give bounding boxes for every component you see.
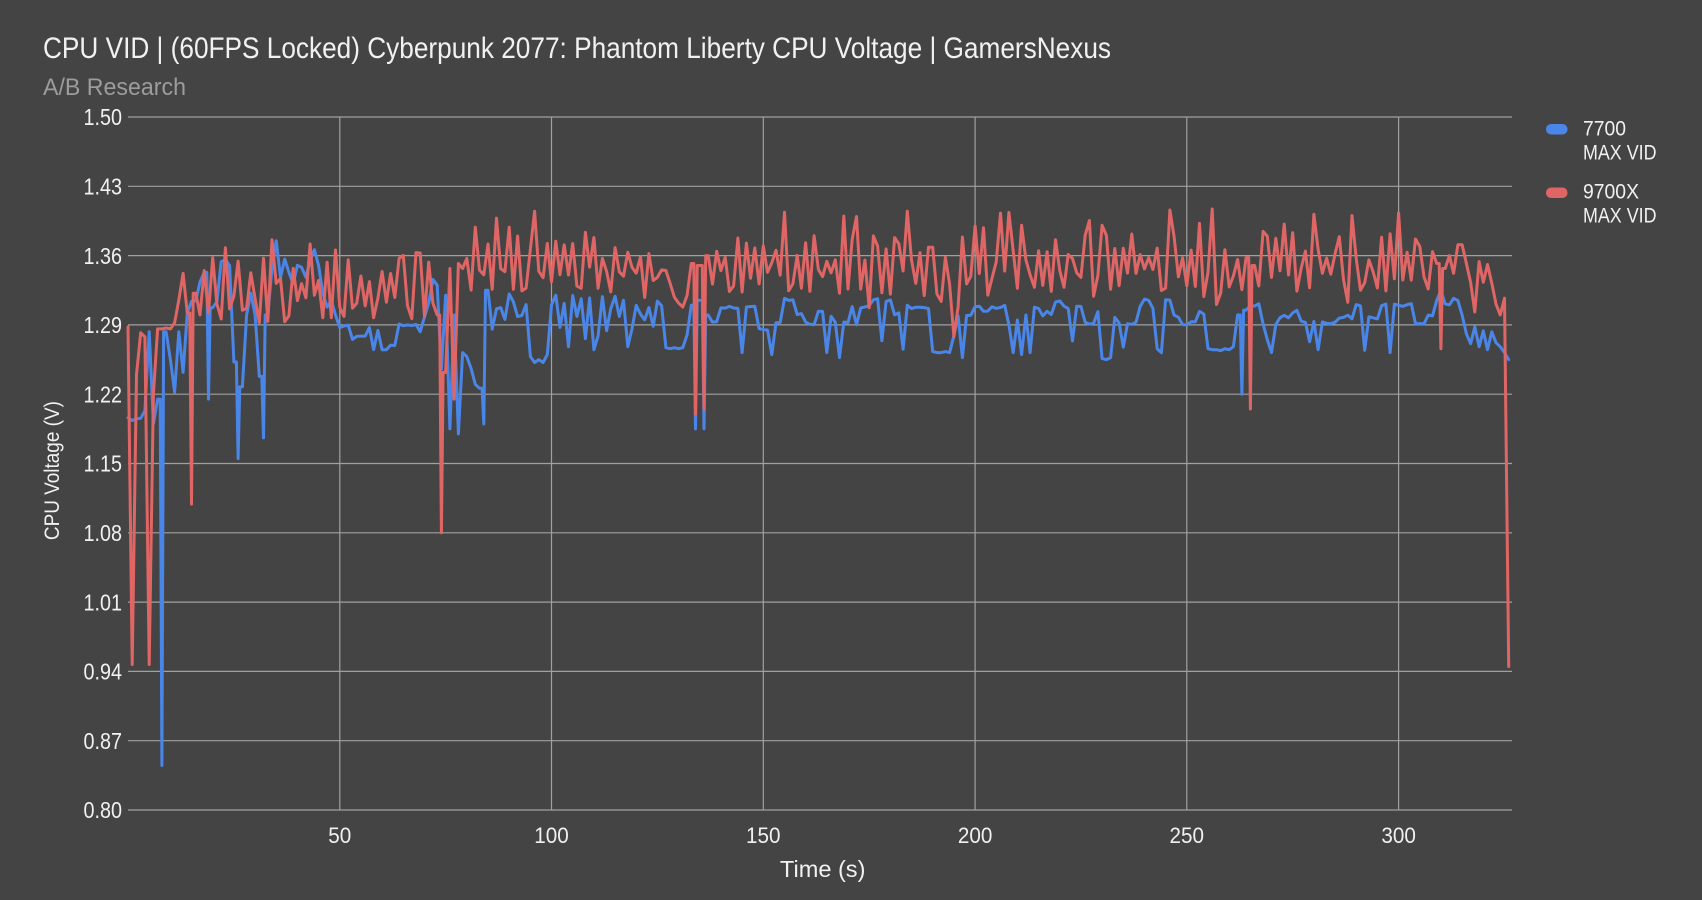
svg-text:200: 200 bbox=[958, 823, 993, 848]
svg-text:1.36: 1.36 bbox=[84, 243, 123, 269]
svg-text:7700: 7700 bbox=[1583, 118, 1626, 141]
svg-text:1.22: 1.22 bbox=[84, 381, 123, 407]
svg-text:CPU Voltage (V): CPU Voltage (V) bbox=[41, 401, 64, 540]
svg-text:0.87: 0.87 bbox=[84, 728, 123, 754]
svg-text:MAX VID: MAX VID bbox=[1583, 205, 1657, 228]
svg-text:9700X: 9700X bbox=[1583, 181, 1639, 204]
svg-text:100: 100 bbox=[534, 823, 569, 848]
svg-text:MAX VID: MAX VID bbox=[1583, 142, 1657, 165]
svg-text:300: 300 bbox=[1381, 823, 1416, 848]
svg-text:0.94: 0.94 bbox=[84, 659, 123, 685]
svg-text:150: 150 bbox=[746, 823, 781, 848]
svg-text:1.08: 1.08 bbox=[84, 520, 123, 546]
svg-text:1.01: 1.01 bbox=[84, 589, 123, 615]
svg-text:50: 50 bbox=[328, 823, 351, 848]
svg-text:1.15: 1.15 bbox=[84, 451, 123, 477]
svg-text:1.29: 1.29 bbox=[84, 312, 123, 338]
svg-text:A/B Research: A/B Research bbox=[43, 74, 186, 101]
svg-text:0.80: 0.80 bbox=[84, 797, 123, 823]
svg-text:1.43: 1.43 bbox=[84, 174, 123, 200]
svg-text:CPU VID | (60FPS Locked) Cyber: CPU VID | (60FPS Locked) Cyberpunk 2077:… bbox=[43, 32, 1111, 65]
svg-text:250: 250 bbox=[1170, 823, 1205, 848]
svg-text:Time (s): Time (s) bbox=[780, 856, 866, 882]
svg-text:1.50: 1.50 bbox=[84, 104, 123, 130]
